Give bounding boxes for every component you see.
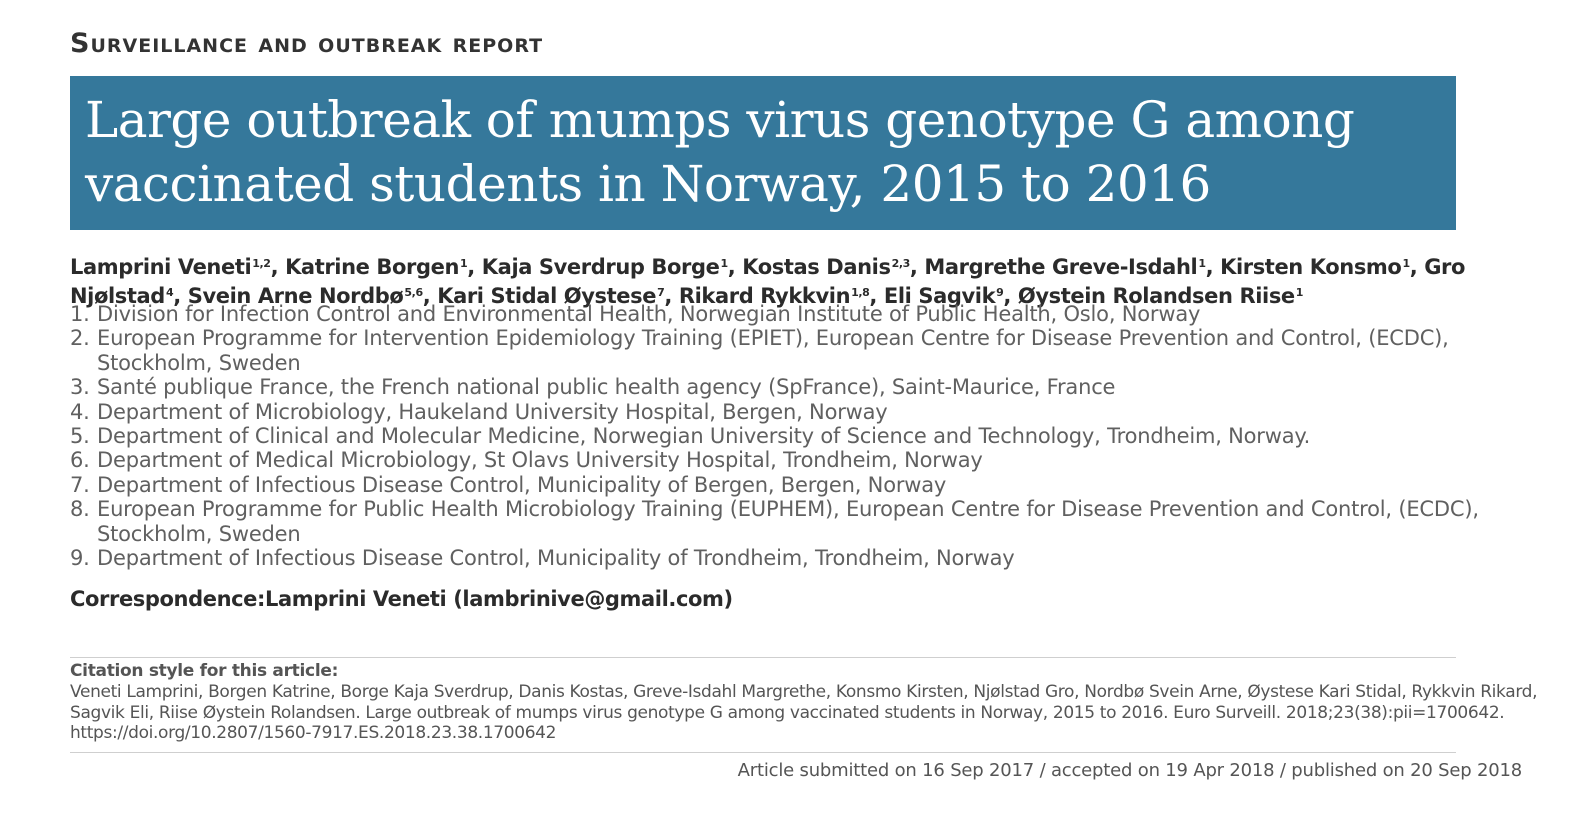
author-affiliation-sup: 1 xyxy=(1402,257,1410,270)
author-affiliation-sup: 1 xyxy=(1295,286,1304,299)
author-name: Rikard Rykkvin xyxy=(678,284,851,308)
affiliation-number: 7. xyxy=(70,472,90,497)
affiliation-number: 8. xyxy=(70,497,90,522)
affiliation-text: Department of Medical Microbiology, St O… xyxy=(97,448,983,473)
divider-top xyxy=(70,657,1456,658)
correspondence-value: Lamprini Veneti (lambrinive@gmail.com) xyxy=(265,587,733,611)
affiliation-item: 8. European Programme for Public Health M… xyxy=(70,497,1530,546)
citation-label: Citation style for this article: xyxy=(70,661,339,681)
author-name: Kostas Danis xyxy=(742,255,891,279)
author-affiliation-sup: 9 xyxy=(996,286,1004,299)
affiliation-item: 5. Department of Clinical and Molecular M… xyxy=(70,424,1530,448)
author-affiliation-sup: 4 xyxy=(165,286,174,299)
author-affiliation-sup: 1 xyxy=(1198,257,1206,270)
affiliation-text: Santé publique France, the French nation… xyxy=(97,375,1116,400)
affiliation-item: 1. Division for Infection Control and Env… xyxy=(70,302,1530,326)
affiliation-item: 3. Santé publique France, the French nati… xyxy=(70,375,1530,399)
author-affiliation-sup: 1 xyxy=(460,257,468,270)
affiliation-text: European Programme for Intervention Epid… xyxy=(97,326,1449,375)
author-name: Svein Arne Nordbø xyxy=(187,284,404,308)
affiliation-text: Department of Infectious Disease Control… xyxy=(97,472,947,497)
author-name: Gro Njølstad xyxy=(70,255,1466,308)
affiliation-item: 4. Department of Microbiology, Haukeland … xyxy=(70,400,1530,424)
author-name: Margrethe Greve-Isdahl xyxy=(924,255,1198,279)
author-affiliation-sup: 7 xyxy=(657,286,665,299)
title-band: Large outbreak of mumps virus genotype G… xyxy=(70,76,1456,230)
author-name: Kari Stidal Øystese xyxy=(437,284,657,308)
author-name: Eli Sagvik xyxy=(883,284,996,308)
affiliation-number: 1. xyxy=(70,302,90,326)
article-dates: Article submitted on 16 Sep 2017 / accep… xyxy=(737,760,1523,781)
author-affiliation-sup: 1,2 xyxy=(252,257,271,270)
affiliation-number: 6. xyxy=(70,448,90,473)
section-label: Surveillance and outbreak report xyxy=(70,28,544,59)
author-name: Kaja Sverdrup Borge xyxy=(481,255,720,279)
affiliation-text: European Programme for Public Health Mic… xyxy=(97,497,1479,546)
citation-text: Veneti Lamprini, Borgen Katrine, Borge K… xyxy=(70,682,1538,743)
divider-bottom xyxy=(70,752,1456,753)
affiliation-item: 9. Department of Infectious Disease Contr… xyxy=(70,546,1530,570)
affiliation-item: 6. Department of Medical Microbiology, St… xyxy=(70,448,1530,472)
affiliation-number: 3. xyxy=(70,375,90,400)
affiliation-text: Department of Clinical and Molecular Med… xyxy=(97,424,1311,449)
author-name: Lamprini Veneti xyxy=(70,255,252,279)
author-affiliation-sup: 2,3 xyxy=(891,257,911,270)
author-name: Katrine Borgen xyxy=(285,255,460,279)
affiliation-text: Division for Infection Control and Envir… xyxy=(97,302,1201,326)
affiliation-number: 5. xyxy=(70,424,90,449)
affiliation-number: 4. xyxy=(70,399,90,424)
author-affiliation-sup: 5,6 xyxy=(404,286,423,299)
affiliation-number: 9. xyxy=(70,546,90,571)
correspondence-label: Correspondence: xyxy=(70,587,266,611)
affiliation-text: Department of Infectious Disease Control… xyxy=(97,546,1015,571)
affiliation-item: 2. European Programme for Intervention Ep… xyxy=(70,326,1530,375)
author-name: Øystein Rolandsen Riise xyxy=(1017,284,1295,308)
author-affiliation-sup: 1 xyxy=(720,257,728,270)
affiliation-item: 7. Department of Infectious Disease Contr… xyxy=(70,473,1530,497)
author-list: Lamprini Veneti1,2, Katrine Borgen1, Kaj… xyxy=(70,255,1466,308)
affiliation-text: Department of Microbiology, Haukeland Un… xyxy=(97,399,888,424)
affiliation-number: 2. xyxy=(70,326,90,351)
correspondence: Correspondence:Lamprini Veneti (lambrini… xyxy=(70,587,733,611)
affiliation-list: 1. Division for Infection Control and Env… xyxy=(70,302,1530,570)
author-affiliation-sup: 1,8 xyxy=(851,286,870,299)
article-title: Large outbreak of mumps virus genotype G… xyxy=(85,91,1355,213)
author-name: Kirsten Konsmo xyxy=(1220,255,1402,279)
